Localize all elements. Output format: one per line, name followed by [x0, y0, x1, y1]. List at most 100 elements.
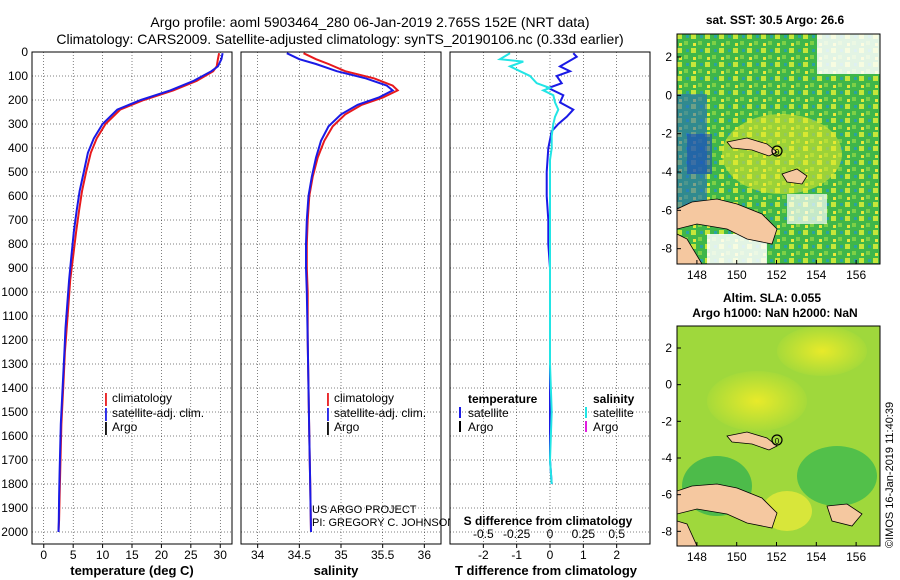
legend-mark-argo: | — [326, 419, 330, 435]
salinity-xlabel: salinity — [314, 563, 360, 578]
sla-low-1 — [797, 446, 877, 506]
legend-mark-s-argo — [585, 421, 587, 432]
difference-legend-left: temperature satellite Argo — [459, 392, 538, 434]
lat-tick-label: 0 — [665, 378, 672, 392]
temperature-tick-labels: 0 5 10 15 20 25 30 — [40, 548, 227, 562]
legend-s-satellite-label: satellite — [593, 406, 634, 420]
x-tick-label: 20 — [155, 548, 169, 562]
x-tick-label: 10 — [96, 548, 110, 562]
depth-tick-label: 0 — [21, 45, 28, 59]
salinity-tick-labels: 34 34.5 35 35.5 36 — [251, 548, 431, 562]
legend-mark-climatology: | — [104, 390, 108, 406]
x-tick-label: 34.5 — [288, 548, 312, 562]
lon-tick-label: 154 — [806, 268, 826, 282]
salinity-panel: 34 34.5 35 35.5 36 salinity | climatology | … — [240, 51, 455, 578]
sst-map-panel: sat. SST: 30.5 Argo: 26.6 — [661, 13, 881, 282]
sla-high-1 — [777, 326, 867, 376]
legend-mark-satellite: | — [104, 405, 108, 421]
sst-map-image: 0 — [677, 34, 880, 264]
x-tick-label: 0 — [40, 548, 47, 562]
lat-tick-label: 2 — [665, 341, 672, 355]
x-tick-label: 5 — [70, 548, 77, 562]
temperature-panel: 0100200300400500600700800900100011001200… — [1, 45, 233, 578]
depth-tick-label: 300 — [8, 117, 28, 131]
s-difference-tick-labels: -0.5 -0.25 0 0.25 0.5 — [473, 527, 625, 541]
temperature-legend: | climatology | satellite-adj. clim. | A… — [104, 390, 204, 435]
lat-tick-label: -6 — [661, 488, 672, 502]
depth-tick-label: 100 — [8, 69, 28, 83]
depth-tick-label: 1300 — [1, 357, 28, 371]
sla-map-longitude-ticks: 148 150 152 154 156 — [687, 542, 866, 564]
legend-argo-label: Argo — [112, 420, 138, 434]
argo-float-marker — [771, 434, 783, 446]
lon-tick-label: 148 — [687, 550, 707, 564]
x-tick-label: -1 — [511, 548, 522, 562]
lon-tick-label: 156 — [846, 268, 866, 282]
legend-mark-t-satellite — [459, 407, 461, 418]
land-new-guinea — [677, 483, 778, 529]
sst-map-latitude-ticks: 2 0 -2 -4 -6 -8 — [661, 50, 681, 256]
x-tick-label: 2 — [613, 548, 620, 562]
argo-float-marker-label: 0 — [775, 437, 780, 446]
depth-tick-label: 500 — [8, 165, 28, 179]
lat-tick-label: 0 — [665, 88, 672, 102]
x-tick-label: 1 — [580, 548, 587, 562]
land-south — [677, 520, 698, 546]
legend-argo-label: Argo — [334, 420, 360, 434]
depth-tick-label: 1200 — [1, 333, 28, 347]
lon-tick-label: 150 — [727, 550, 747, 564]
depth-tick-label: 200 — [8, 93, 28, 107]
sst-map-longitude-ticks: 148 150 152 154 156 — [687, 260, 866, 282]
depth-tick-label: 1000 — [1, 285, 28, 299]
sla-map-frame — [676, 325, 881, 547]
land-new-ireland — [726, 431, 778, 451]
lon-tick-label: 152 — [766, 550, 786, 564]
salinity-gridlines — [241, 51, 441, 548]
series-line-salinity-satellite — [496, 52, 560, 485]
depth-tick-label: 1500 — [1, 405, 28, 419]
difference-legend-right: salinity satellite Argo — [585, 392, 635, 434]
lat-tick-label: -6 — [661, 203, 672, 217]
s-diff-tick-label: 0 — [547, 527, 554, 541]
legend-mark-s-satellite — [585, 407, 587, 418]
t-difference-xlabel: T difference from climatology — [455, 563, 638, 578]
lon-tick-label: 154 — [806, 550, 826, 564]
depth-tick-label: 600 — [8, 189, 28, 203]
sla-map-image: 0 — [677, 326, 880, 546]
depth-tick-label: 1400 — [1, 381, 28, 395]
s-difference-xlabel: S difference from climatology — [464, 514, 633, 528]
salinity-legend: | climatology | satellite-adj. clim. | A… — [326, 390, 426, 435]
depth-tick-label: 800 — [8, 237, 28, 251]
s-diff-tick-label: -0.5 — [473, 527, 494, 541]
cool-patch-2 — [687, 134, 712, 174]
x-tick-label: 34 — [251, 548, 265, 562]
sla-map-latitude-ticks: 2 0 -2 -4 -6 -8 — [661, 341, 681, 538]
warm-patch — [722, 114, 842, 194]
legend-t-satellite-label: satellite — [468, 406, 509, 420]
s-diff-tick-label: 0.5 — [608, 527, 625, 541]
depth-tick-label: 400 — [8, 141, 28, 155]
lat-tick-label: -8 — [661, 524, 672, 538]
cloud-mask-1 — [817, 34, 880, 74]
argo-float-marker — [771, 145, 783, 157]
argo-float-marker-label: 0 — [775, 148, 780, 157]
depth-tick-label: 1700 — [1, 453, 28, 467]
temperature-lines — [57, 53, 224, 533]
lat-tick-label: -2 — [661, 127, 672, 141]
depth-tick-label: 1900 — [1, 501, 28, 515]
legend-mark-argo: | — [104, 419, 108, 435]
sst-map-frame — [676, 33, 881, 265]
title-line-1: Argo profile: aoml 5903464_280 06-Jan-20… — [150, 14, 589, 30]
x-tick-label: -2 — [478, 548, 489, 562]
sla-high-2 — [707, 371, 807, 431]
legend-s-argo-label: Argo — [593, 420, 619, 434]
legend-salinity-title: salinity — [593, 392, 635, 406]
legend-t-argo-label: Argo — [468, 420, 494, 434]
land-south — [677, 233, 703, 264]
depth-tick-label: 1800 — [1, 477, 28, 491]
lon-tick-label: 148 — [687, 268, 707, 282]
depth-tick-label: 1100 — [2, 309, 28, 323]
legend-climatology-label: climatology — [112, 391, 172, 405]
lat-tick-label: -4 — [661, 165, 672, 179]
